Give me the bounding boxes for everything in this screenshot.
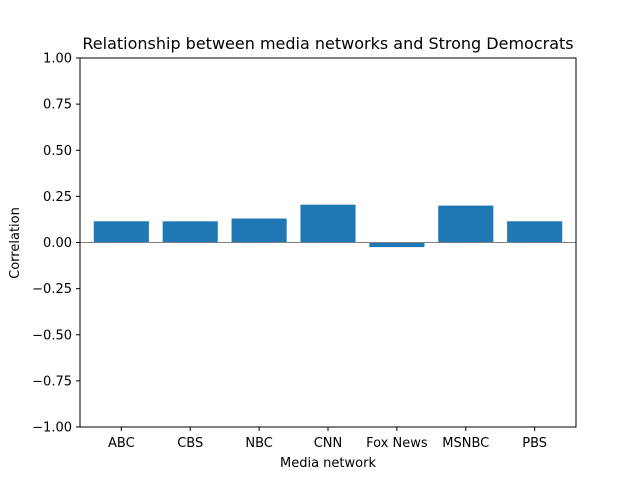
x-tick-label: ABC	[108, 436, 135, 451]
y-tick-label: 1.00	[43, 52, 72, 67]
y-axis-label: Correlation	[8, 207, 23, 279]
x-tick-label: CBS	[177, 436, 203, 451]
bar-pbs	[507, 221, 563, 243]
chart-title: Relationship between media networks and …	[82, 34, 573, 53]
y-tick-label: 0.00	[43, 236, 72, 251]
bar-cbs	[162, 221, 218, 243]
y-tick-label: 0.75	[43, 98, 72, 113]
y-tick-label: −0.25	[32, 282, 72, 297]
bar-msnbc	[438, 205, 494, 243]
bar-fox-news	[369, 242, 425, 248]
x-tick-label: NBC	[245, 436, 273, 451]
x-tick-label: PBS	[522, 436, 547, 451]
bar-nbc	[231, 218, 287, 243]
x-tick-label: Fox News	[366, 436, 428, 451]
y-tick-label: −1.00	[32, 421, 72, 436]
bar-abc	[93, 221, 149, 243]
y-tick-label: 0.50	[43, 144, 72, 159]
y-axis-ticks: 1.00 0.75 0.50 0.25 0.00 −0.25 −0.50 −0.75 −1.00	[32, 52, 80, 436]
y-tick-label: −0.75	[32, 374, 72, 389]
x-tick-label: MSNBC	[442, 436, 489, 451]
bar-cnn	[300, 204, 356, 243]
x-tick-label: CNN	[314, 436, 343, 451]
bars-group	[93, 204, 563, 248]
x-axis-label: Media network	[280, 456, 376, 471]
y-tick-label: 0.25	[43, 190, 72, 205]
y-tick-label: −0.50	[32, 328, 72, 343]
x-axis-ticks: ABC CBS NBC CNN Fox News MSNBC PBS	[108, 427, 547, 451]
